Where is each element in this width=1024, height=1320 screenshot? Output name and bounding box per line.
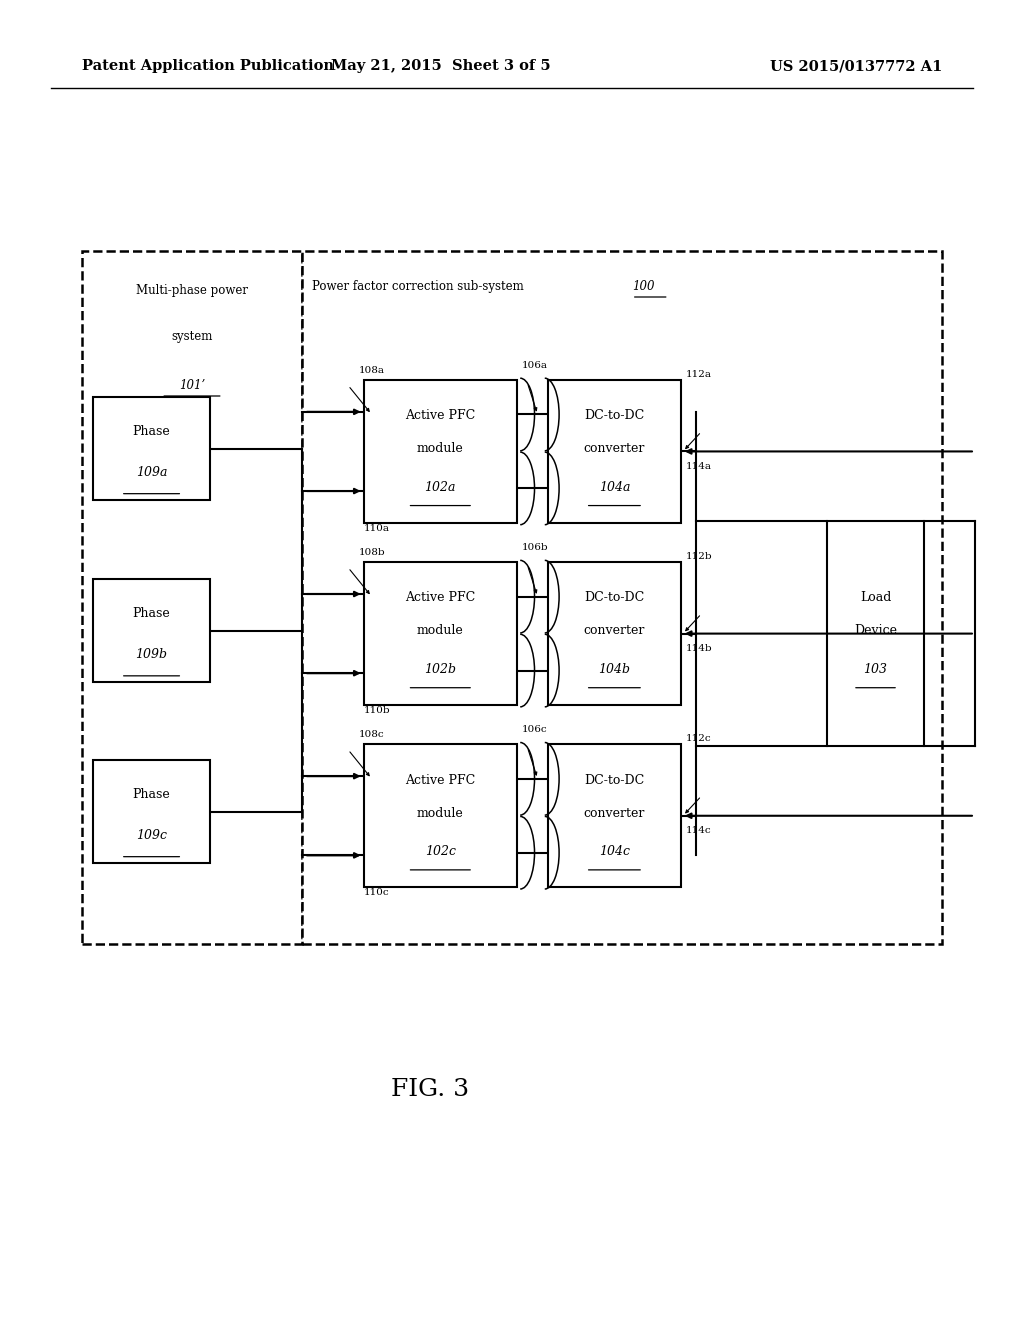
Text: 110a: 110a xyxy=(364,524,389,533)
FancyBboxPatch shape xyxy=(302,251,942,944)
Text: Active PFC: Active PFC xyxy=(406,409,475,422)
Text: converter: converter xyxy=(584,807,645,820)
Text: 106b: 106b xyxy=(522,543,549,552)
Text: 110b: 110b xyxy=(364,706,390,715)
Text: DC-to-DC: DC-to-DC xyxy=(585,774,644,787)
Text: May 21, 2015  Sheet 3 of 5: May 21, 2015 Sheet 3 of 5 xyxy=(331,59,550,74)
Text: module: module xyxy=(417,442,464,455)
Text: 109b: 109b xyxy=(135,648,168,661)
Text: US 2015/0137772 A1: US 2015/0137772 A1 xyxy=(770,59,942,74)
FancyBboxPatch shape xyxy=(364,562,517,705)
FancyBboxPatch shape xyxy=(92,397,211,500)
Text: 104a: 104a xyxy=(599,480,630,494)
Text: 114c: 114c xyxy=(686,826,712,836)
Text: Device: Device xyxy=(854,624,897,638)
Text: DC-to-DC: DC-to-DC xyxy=(585,409,644,422)
Text: 112a: 112a xyxy=(686,370,712,379)
FancyBboxPatch shape xyxy=(364,744,517,887)
Text: Active PFC: Active PFC xyxy=(406,591,475,605)
Text: DC-to-DC: DC-to-DC xyxy=(585,591,644,605)
Text: 110c: 110c xyxy=(364,888,389,898)
Text: 102a: 102a xyxy=(425,480,456,494)
FancyBboxPatch shape xyxy=(548,380,681,523)
Text: Load: Load xyxy=(860,591,891,605)
Text: converter: converter xyxy=(584,624,645,638)
Text: Phase: Phase xyxy=(133,788,170,801)
Text: 109c: 109c xyxy=(136,829,167,842)
Text: 102b: 102b xyxy=(424,663,457,676)
Text: converter: converter xyxy=(584,442,645,455)
Text: 108b: 108b xyxy=(358,548,385,557)
FancyBboxPatch shape xyxy=(827,521,924,746)
Text: 109a: 109a xyxy=(136,466,167,479)
Text: Phase: Phase xyxy=(133,425,170,438)
FancyBboxPatch shape xyxy=(364,380,517,523)
Text: 112b: 112b xyxy=(686,552,713,561)
Text: 102c: 102c xyxy=(425,845,456,858)
Text: FIG. 3: FIG. 3 xyxy=(391,1077,469,1101)
Text: 108a: 108a xyxy=(358,366,384,375)
Text: 112c: 112c xyxy=(686,734,712,743)
Text: 114b: 114b xyxy=(686,644,713,653)
Text: module: module xyxy=(417,624,464,638)
Text: Phase: Phase xyxy=(133,607,170,620)
Text: module: module xyxy=(417,807,464,820)
Text: 104b: 104b xyxy=(598,663,631,676)
Text: 101’: 101’ xyxy=(179,379,205,392)
Text: 100: 100 xyxy=(632,280,654,293)
Text: 114a: 114a xyxy=(686,462,712,471)
FancyBboxPatch shape xyxy=(82,251,302,944)
FancyBboxPatch shape xyxy=(92,760,211,863)
Text: 103: 103 xyxy=(863,663,888,676)
Text: Power factor correction sub-system: Power factor correction sub-system xyxy=(312,280,527,293)
FancyBboxPatch shape xyxy=(548,562,681,705)
Text: 106c: 106c xyxy=(522,725,548,734)
Text: Active PFC: Active PFC xyxy=(406,774,475,787)
Text: 106a: 106a xyxy=(522,360,548,370)
Text: Patent Application Publication: Patent Application Publication xyxy=(82,59,334,74)
FancyBboxPatch shape xyxy=(92,579,211,682)
Text: 104c: 104c xyxy=(599,845,630,858)
Text: Multi-phase power: Multi-phase power xyxy=(136,284,248,297)
FancyBboxPatch shape xyxy=(548,744,681,887)
Text: system: system xyxy=(171,330,213,343)
Text: 108c: 108c xyxy=(358,730,384,739)
